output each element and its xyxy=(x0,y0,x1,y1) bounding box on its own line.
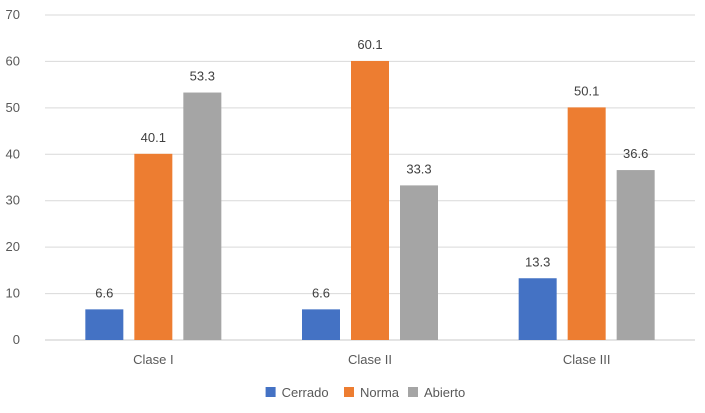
bar-cerrado-0 xyxy=(85,309,124,340)
data-label: 13.3 xyxy=(525,254,550,269)
data-label: 60.1 xyxy=(357,37,382,52)
legend-swatch xyxy=(408,387,418,397)
legend-item-norma: Norma xyxy=(344,385,400,400)
y-axis-tick-labels: 0 10 20 30 40 50 60 70 xyxy=(6,7,20,347)
y-tick-label: 30 xyxy=(6,193,20,208)
legend-label: Norma xyxy=(360,385,400,400)
x-tick-label: Clase II xyxy=(348,352,392,367)
bar-cerrado-2 xyxy=(518,278,557,340)
bar-abierto-0 xyxy=(183,92,222,341)
legend-item-cerrado: Cerrado xyxy=(265,385,329,400)
data-label: 6.6 xyxy=(95,285,113,300)
legend-label: Abierto xyxy=(424,385,465,400)
y-tick-label: 70 xyxy=(6,7,20,22)
data-label: 53.3 xyxy=(190,69,215,84)
legend-item-abierto: Abierto xyxy=(408,385,465,400)
data-label: 40.1 xyxy=(141,130,166,145)
legend: Cerrado Norma Abierto xyxy=(265,385,465,400)
legend-label: Cerrado xyxy=(282,385,329,400)
x-axis-tick-labels: Clase I Clase II Clase III xyxy=(133,352,610,367)
x-tick-label: Clase I xyxy=(133,352,173,367)
y-tick-label: 20 xyxy=(6,239,20,254)
bar-abierto-1 xyxy=(400,185,438,340)
y-tick-label: 0 xyxy=(13,332,20,347)
y-tick-label: 50 xyxy=(6,100,20,115)
bar-norma-1 xyxy=(351,60,389,340)
bar-cerrado-1 xyxy=(302,309,340,340)
y-tick-label: 40 xyxy=(6,146,20,161)
x-tick-label: Clase III xyxy=(563,352,611,367)
data-label: 6.6 xyxy=(312,285,330,300)
data-label: 36.6 xyxy=(623,146,648,161)
bar-abierto-2 xyxy=(616,170,655,340)
bar-norma-0 xyxy=(134,153,173,340)
legend-swatch xyxy=(344,387,354,397)
data-labels: 6.6 40.1 53.3 6.6 60.1 33.3 13.3 50.1 36.6 xyxy=(95,37,648,300)
y-tick-label: 60 xyxy=(6,53,20,68)
bars xyxy=(85,60,655,341)
data-label: 50.1 xyxy=(574,83,599,98)
data-label: 33.3 xyxy=(406,161,431,176)
bar-norma-2 xyxy=(567,107,606,341)
y-tick-label: 10 xyxy=(6,286,20,301)
legend-swatch xyxy=(265,387,276,397)
